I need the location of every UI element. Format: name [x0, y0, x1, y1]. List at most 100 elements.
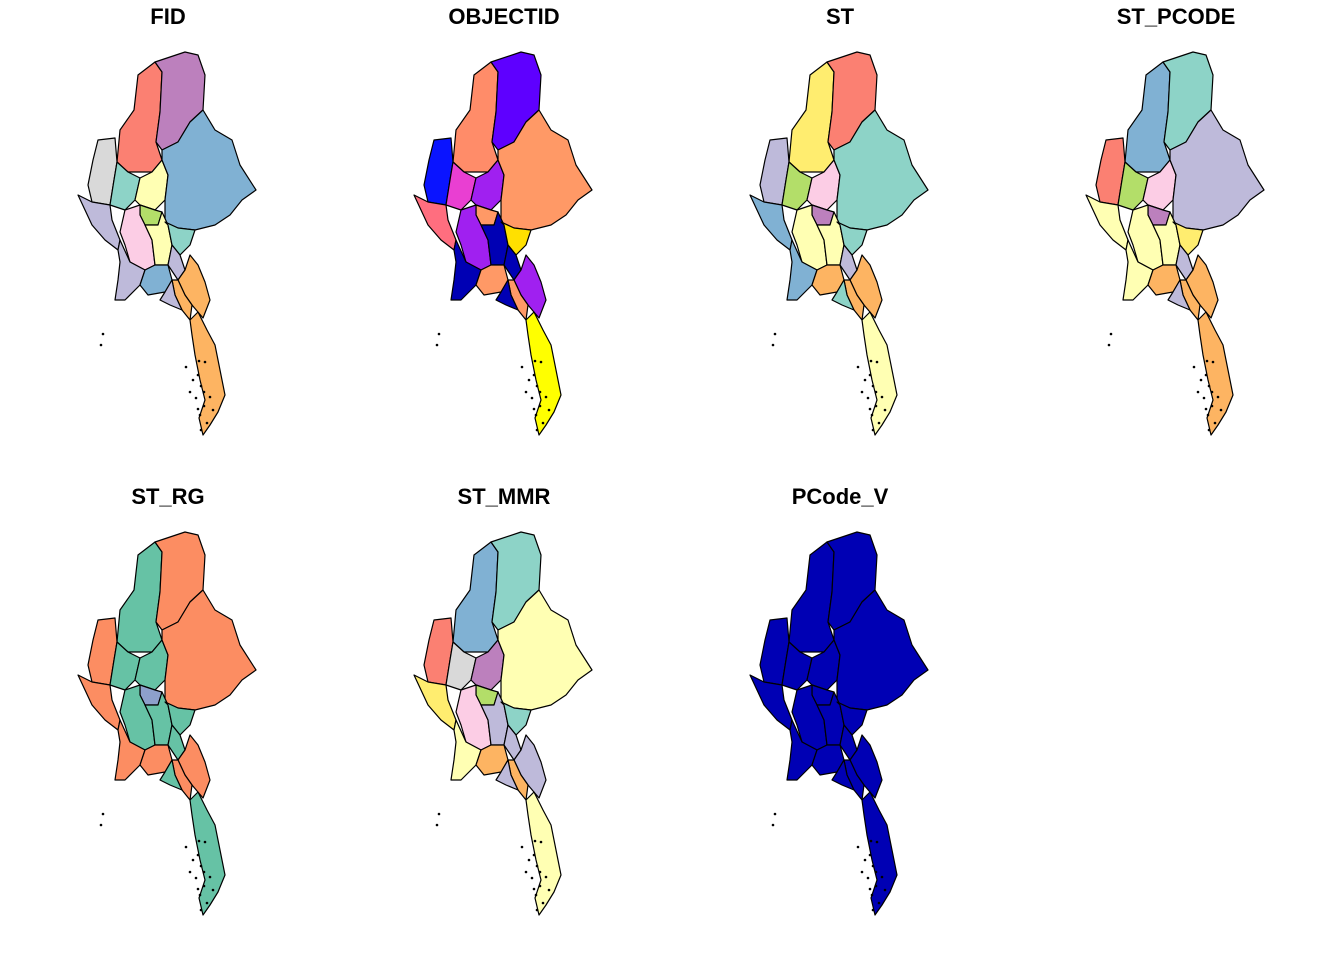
island-mark — [880, 395, 884, 399]
region-shan — [497, 109, 593, 231]
region-magway-west — [781, 161, 813, 211]
map-regions — [77, 531, 257, 916]
island-mark — [198, 413, 202, 417]
region-shan-south — [1172, 221, 1204, 256]
island-mark — [868, 853, 872, 857]
region-shan-south — [164, 221, 196, 256]
island-mark — [202, 390, 206, 394]
region-kachin-west — [788, 61, 835, 173]
island-mark — [547, 888, 551, 892]
island-mark — [199, 428, 203, 432]
island-mark — [437, 332, 441, 336]
island-mark — [874, 404, 878, 408]
map-regions — [413, 531, 593, 916]
island-mark — [874, 870, 878, 874]
island-mark — [868, 407, 872, 411]
map-regions — [1085, 51, 1265, 436]
region-shan — [833, 109, 929, 231]
map-panel-st-mmr: ST_MMR — [336, 480, 672, 960]
island-mark — [1219, 408, 1223, 412]
island-mark — [880, 875, 884, 879]
island-mark — [520, 365, 524, 369]
region-shan-south — [500, 701, 532, 736]
island-mark — [437, 812, 441, 816]
island-mark — [1192, 365, 1196, 369]
island-mark — [196, 407, 200, 411]
island-mark — [191, 378, 195, 382]
region-shan — [833, 589, 929, 711]
island-mark — [871, 384, 875, 388]
island-mark — [534, 893, 538, 897]
island-mark — [524, 390, 528, 394]
map-svg — [749, 531, 929, 916]
island-mark — [1213, 421, 1217, 425]
island-mark — [527, 858, 531, 862]
map-panel-st-pcode: ST_PCODE — [1008, 0, 1344, 480]
region-ayeyarwady — [1122, 239, 1154, 301]
island-mark — [547, 408, 551, 412]
region-magway-west — [445, 641, 477, 691]
island-mark — [199, 908, 203, 912]
map-regions — [749, 51, 929, 436]
region-tanintharyi — [525, 311, 562, 436]
island-mark — [532, 407, 536, 411]
island-mark — [1211, 360, 1215, 364]
island-mark — [532, 853, 536, 857]
island-mark — [1196, 390, 1200, 394]
map-svg — [1085, 51, 1265, 436]
island-mark — [435, 823, 439, 827]
island-mark — [1216, 395, 1220, 399]
island-mark — [184, 365, 188, 369]
map-regions — [749, 531, 929, 916]
island-mark — [866, 396, 870, 400]
island-mark — [1207, 428, 1211, 432]
map-svg — [77, 51, 257, 436]
island-mark — [194, 876, 198, 880]
island-mark — [184, 845, 188, 849]
map-panel-pcode-v: PCode_V — [672, 480, 1008, 960]
island-mark — [883, 408, 887, 412]
panel-title: ST — [825, 4, 855, 29]
region-delta-south — [1167, 279, 1191, 311]
island-mark — [199, 864, 203, 868]
island-mark — [535, 908, 539, 912]
map-svg — [77, 531, 257, 916]
island-mark — [533, 359, 537, 363]
region-kachin-west — [452, 61, 499, 173]
island-mark — [208, 395, 212, 399]
island-mark — [1202, 396, 1206, 400]
island-mark — [208, 875, 212, 879]
island-mark — [1199, 378, 1203, 382]
island-mark — [544, 395, 548, 399]
island-mark — [538, 884, 542, 888]
island-mark — [538, 404, 542, 408]
island-mark — [868, 887, 872, 891]
map-regions — [413, 51, 593, 436]
island-mark — [863, 378, 867, 382]
island-mark — [532, 887, 536, 891]
island-mark — [870, 893, 874, 897]
region-tanintharyi — [861, 791, 898, 916]
island-mark — [1207, 384, 1211, 388]
island-mark — [544, 875, 548, 879]
island-mark — [202, 404, 206, 408]
island-mark — [196, 853, 200, 857]
island-mark — [856, 845, 860, 849]
map-panel-st: ST — [672, 0, 1008, 480]
region-tanintharyi — [861, 311, 898, 436]
island-mark — [868, 373, 872, 377]
island-mark — [869, 839, 873, 843]
island-mark — [1206, 413, 1210, 417]
island-mark — [874, 390, 878, 394]
island-mark — [869, 359, 873, 363]
region-delta-south — [831, 759, 855, 791]
map-panel-st-rg: ST_RG — [0, 480, 336, 960]
region-shan — [497, 589, 593, 711]
map-svg — [749, 51, 929, 436]
island-mark — [101, 812, 105, 816]
island-mark — [199, 384, 203, 388]
island-mark — [870, 413, 874, 417]
panel-title: ST_RG — [131, 484, 205, 509]
island-mark — [524, 870, 528, 874]
island-mark — [874, 884, 878, 888]
